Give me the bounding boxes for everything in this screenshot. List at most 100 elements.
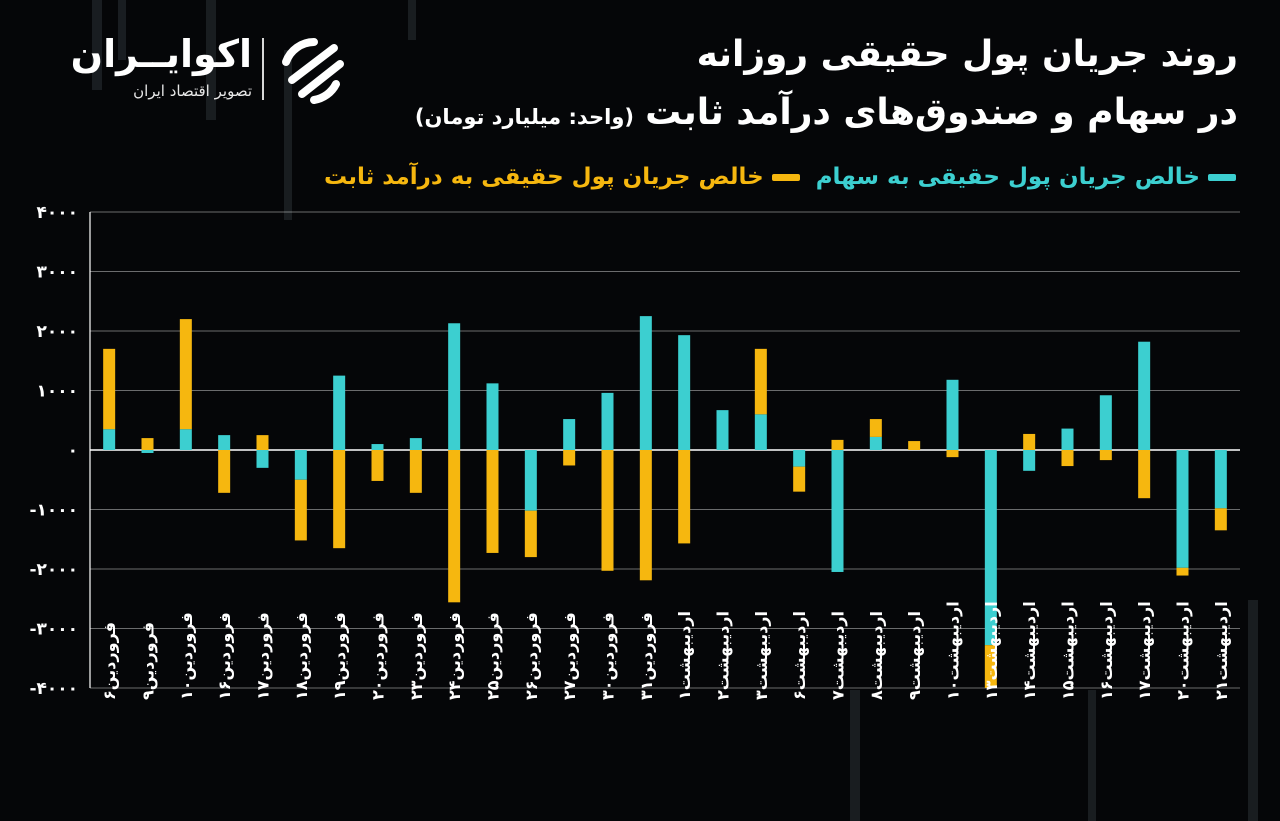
x-tick-label: فروردین۱۰ xyxy=(177,612,196,700)
bar-stocks xyxy=(754,414,767,450)
bar-stocks xyxy=(179,429,192,450)
x-tick-label: اردیبهشت۱۷ xyxy=(1135,601,1154,700)
x-tick-label: فروردین۹ xyxy=(139,622,158,700)
x-tick-label: فروردین۶ xyxy=(100,622,119,700)
legend-item-fixed-income: خالص جریان پول حقیقی به درآمد ثابت xyxy=(324,164,800,190)
x-tick-label: فروردین۲۳ xyxy=(407,612,426,700)
x-tick-label: اردیبهشت۸ xyxy=(867,611,886,700)
logo-separator xyxy=(262,38,264,100)
bar-fixed-income xyxy=(103,348,116,430)
y-tick-label: ۱۰۰۰ xyxy=(36,382,78,402)
y-tick-label: ۳۰۰۰ xyxy=(36,263,78,283)
brand-logo: اکوایــران تصویر اقتصاد ایران xyxy=(44,30,344,110)
bar-fixed-income xyxy=(1099,450,1112,461)
y-tick-label: ۰ xyxy=(68,441,78,461)
legend-label-stocks: خالص جریان پول حقیقی به سهام xyxy=(815,164,1200,190)
bar-stocks xyxy=(984,450,997,646)
chart-unit-note: (واحد: میلیارد تومان) xyxy=(414,105,634,129)
bar-stocks xyxy=(218,435,231,450)
bar-fixed-income xyxy=(678,450,691,544)
x-tick-label: فروردین۲۵ xyxy=(484,612,503,700)
logo-wordmark: اکوایــران xyxy=(70,32,252,76)
bar-stocks xyxy=(831,450,844,572)
bar-fixed-income xyxy=(946,450,959,458)
bar-stocks xyxy=(1138,341,1151,450)
bar-stocks xyxy=(409,438,422,450)
bar-fixed-income xyxy=(831,439,844,450)
bar-stocks xyxy=(1214,450,1227,509)
x-tick-label: اردیبهشت۹ xyxy=(905,611,924,700)
legend-swatch-stocks xyxy=(1208,173,1236,181)
chart-title-line1: روند جریان پول حقیقی روزانه xyxy=(696,34,1238,75)
bar-fixed-income xyxy=(409,450,422,493)
bar-fixed-income xyxy=(1214,508,1227,531)
x-tick-label: فروردین۱۷ xyxy=(254,612,273,700)
bar-stocks xyxy=(563,419,576,450)
bar-fixed-income xyxy=(524,510,537,558)
x-tick-label: فروردین۳۱ xyxy=(637,612,656,700)
x-tick-label: اردیبهشت۶ xyxy=(790,611,809,700)
bar-stocks xyxy=(103,429,116,450)
x-tick-label: فروردین۱۶ xyxy=(215,612,234,700)
legend-swatch-fixed-income xyxy=(771,173,800,181)
bar-fixed-income xyxy=(984,645,997,688)
bar-fixed-income xyxy=(371,450,384,481)
logo-tagline: تصویر اقتصاد ایران xyxy=(133,82,252,100)
bar-fixed-income xyxy=(1176,567,1189,576)
bar-fixed-income xyxy=(639,450,652,581)
bar-stocks xyxy=(1176,450,1189,568)
x-tick-label: اردیبهشت۷ xyxy=(829,611,848,700)
x-tick-label: فروردین۲۰ xyxy=(369,612,388,700)
y-tick-label: ۴۰۰۰ xyxy=(36,203,78,223)
x-tick-label: اردیبهشت۱۵ xyxy=(1059,601,1078,700)
bar-stocks xyxy=(333,375,346,450)
chart-legend: خالص جریان پول حقیقی به سهام خالص جریان … xyxy=(324,164,1236,190)
bar-stocks xyxy=(601,392,614,450)
y-tick-label: -۲۰۰۰ xyxy=(29,560,78,580)
x-tick-label: اردیبهشت۱۳ xyxy=(982,601,1001,700)
y-tick-label: -۴۰۰۰ xyxy=(29,679,78,699)
y-tick-label: -۳۰۰۰ xyxy=(29,620,78,640)
x-tick-label: فروردین۱۸ xyxy=(292,612,311,700)
x-tick-label: اردیبهشت۱۴ xyxy=(1020,601,1039,700)
bar-fixed-income xyxy=(179,319,192,430)
x-tick-label: فروردین۲۶ xyxy=(522,612,541,700)
bar-stocks xyxy=(946,379,959,450)
bar-fixed-income xyxy=(754,348,767,415)
bar-fixed-income xyxy=(1138,450,1151,499)
bar-stocks xyxy=(869,436,882,450)
bar-fixed-income xyxy=(256,435,269,450)
bar-stocks xyxy=(793,450,806,467)
bar-fixed-income xyxy=(294,479,307,541)
x-tick-label: اردیبهشت۳ xyxy=(752,611,771,700)
bar-fixed-income xyxy=(218,450,231,493)
bar-fixed-income xyxy=(141,438,154,450)
y-tick-label: ۲۰۰۰ xyxy=(36,322,78,342)
bar-stocks xyxy=(1099,395,1112,450)
logo-mark-icon xyxy=(282,38,344,104)
y-tick-label: -۱۰۰۰ xyxy=(29,501,78,521)
bar-stocks xyxy=(1023,450,1036,471)
bar-stocks xyxy=(524,450,537,511)
bar-stocks xyxy=(256,450,269,468)
bar-stocks xyxy=(448,323,461,450)
x-tick-label: فروردین۲۴ xyxy=(445,612,464,700)
bar-stocks xyxy=(678,335,691,450)
legend-item-stocks: خالص جریان پول حقیقی به سهام xyxy=(816,164,1236,190)
x-tick-label: فروردین۲۷ xyxy=(560,612,579,700)
legend-label-fixed-income: خالص جریان پول حقیقی به درآمد ثابت xyxy=(323,164,764,190)
bar-stocks xyxy=(486,383,499,450)
bar-fixed-income xyxy=(793,466,806,492)
bar-stocks xyxy=(1061,428,1074,450)
bar-stocks xyxy=(294,450,307,480)
bar-stocks xyxy=(371,444,384,450)
bar-fixed-income xyxy=(601,450,614,571)
x-tick-label: اردیبهشت۱۰ xyxy=(944,601,963,700)
bar-stocks xyxy=(716,410,729,450)
x-tick-label: فروردین۱۹ xyxy=(330,612,349,700)
bar-fixed-income xyxy=(333,450,346,549)
bar-stocks xyxy=(141,450,154,453)
x-tick-label: فروردین۳۰ xyxy=(599,612,618,700)
bar-fixed-income xyxy=(563,450,576,466)
